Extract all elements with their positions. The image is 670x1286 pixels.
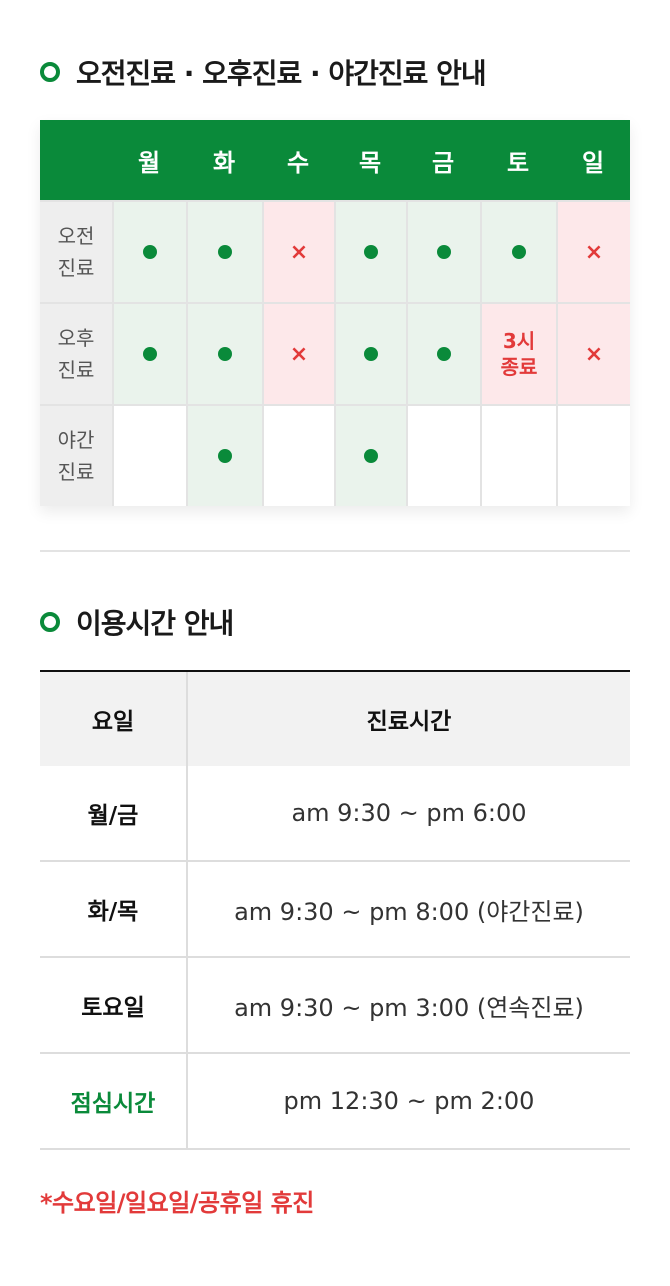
open-dot-icon [364, 245, 378, 259]
closed-cell: × [262, 202, 334, 302]
hours-time: pm 12:30 ~ pm 2:00 [283, 1087, 535, 1115]
circle-bullet-icon [40, 612, 60, 632]
circle-bullet-icon [40, 62, 60, 82]
day-header: 화 [212, 148, 236, 177]
day-header: 월 [137, 148, 161, 177]
closed-days-notice: *수요일/일요일/공휴일 휴진 [40, 1189, 314, 1217]
schedule-row: 오후 진료 × 3시 종료 × [40, 302, 630, 404]
note-cell: 3시 종료 [480, 304, 556, 404]
hours-row: 토요일 am 9:30 ~ pm 3:00 (연속진료) [40, 958, 630, 1054]
hours-row: 화/목 am 9:30 ~ pm 8:00 (야간진료) [40, 862, 630, 958]
day-header: 목 [358, 148, 382, 177]
open-dot-icon [218, 347, 232, 361]
open-dot-icon [218, 449, 232, 463]
hours-header-row: 요일 진료시간 [40, 672, 630, 766]
section-title-text: 이용시간 안내 [76, 607, 234, 640]
open-cell [406, 304, 480, 404]
day-header: 수 [286, 148, 310, 177]
day-header: 토 [506, 148, 530, 177]
schedule-row: 오전 진료 × × [40, 200, 630, 302]
open-cell [112, 202, 186, 302]
hours-section-title: 이용시간 안내 [40, 602, 234, 642]
closed-cell: × [556, 202, 630, 302]
row-label: 야간 진료 [40, 406, 112, 506]
open-dot-icon [364, 449, 378, 463]
empty-cell [406, 406, 480, 506]
hours-day: 월/금 [40, 766, 188, 860]
cell-note: 3시 종료 [500, 329, 538, 379]
open-cell [480, 202, 556, 302]
open-dot-icon [143, 245, 157, 259]
weekly-schedule-table: 월 화 수 목 금 토 일 오전 진료 × × 오후 진료 × 3시 종료 × 야간 진료 [40, 120, 630, 506]
empty-cell [480, 406, 556, 506]
open-cell [112, 304, 186, 404]
schedule-body: 오전 진료 × × 오후 진료 × 3시 종료 × 야간 진료 [40, 200, 630, 506]
hours-time: am 9:30 ~ pm 6:00 [291, 799, 527, 827]
row-label: 오전 진료 [40, 202, 112, 302]
hours-day: 토요일 [40, 958, 188, 1052]
closed-x-icon: × [289, 239, 309, 265]
open-cell [334, 202, 406, 302]
hours-row: 점심시간 pm 12:30 ~ pm 2:00 [40, 1054, 630, 1150]
open-cell [334, 406, 406, 506]
open-cell [186, 406, 262, 506]
closed-x-icon: × [584, 341, 604, 367]
day-header: 금 [431, 148, 455, 177]
closed-x-icon: × [289, 341, 309, 367]
empty-cell [556, 406, 630, 506]
open-dot-icon [218, 245, 232, 259]
open-dot-icon [437, 245, 451, 259]
empty-cell [262, 406, 334, 506]
open-cell [406, 202, 480, 302]
section-title-text: 오전진료 · 오후진료 · 야간진료 안내 [76, 57, 487, 90]
schedule-row: 야간 진료 [40, 404, 630, 506]
row-label: 오후 진료 [40, 304, 112, 404]
open-cell [186, 304, 262, 404]
header-corner [40, 120, 112, 200]
header-time: 진료시간 [366, 709, 452, 735]
header-day: 요일 [40, 672, 188, 766]
hours-row: 월/금 am 9:30 ~ pm 6:00 [40, 766, 630, 862]
hours-day: 화/목 [40, 862, 188, 956]
day-header: 일 [581, 148, 605, 177]
open-dot-icon [143, 347, 157, 361]
closed-cell: × [556, 304, 630, 404]
hours-time: am 9:30 ~ pm 3:00 (연속진료) [234, 993, 584, 1022]
open-cell [186, 202, 262, 302]
hours-table: 요일 진료시간 월/금 am 9:30 ~ pm 6:00 화/목 am 9:3… [40, 670, 630, 1150]
open-dot-icon [512, 245, 526, 259]
open-dot-icon [364, 347, 378, 361]
hours-day-lunch: 점심시간 [40, 1054, 188, 1148]
hours-time: am 9:30 ~ pm 8:00 (야간진료) [234, 897, 584, 926]
open-dot-icon [437, 347, 451, 361]
closed-cell: × [262, 304, 334, 404]
schedule-section-title: 오전진료 · 오후진료 · 야간진료 안내 [40, 52, 487, 92]
divider [40, 550, 630, 552]
empty-cell [112, 406, 186, 506]
open-cell [334, 304, 406, 404]
closed-x-icon: × [584, 239, 604, 265]
